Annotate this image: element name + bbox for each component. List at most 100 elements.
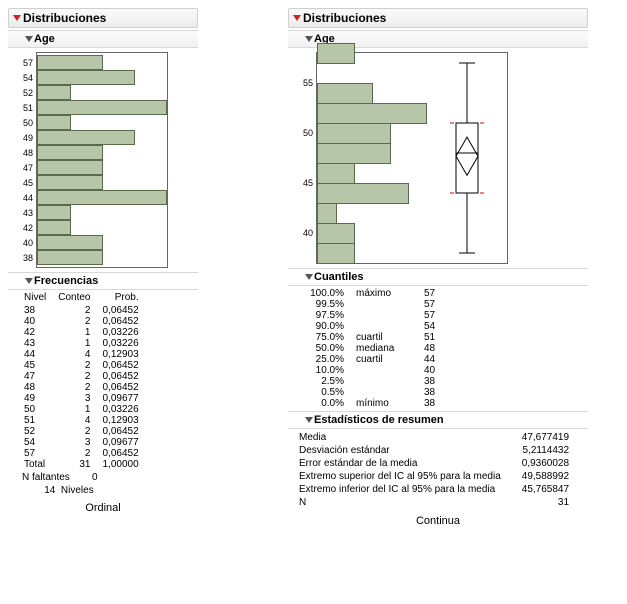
disclosure-icon[interactable]	[25, 278, 33, 284]
table-row: 100.0%máximo57	[298, 288, 443, 299]
hist-bar	[317, 203, 337, 224]
bar	[37, 130, 135, 145]
table-row: 4720,06452	[18, 371, 145, 382]
hist-bar	[317, 163, 355, 184]
ordinal-barchart: 5754525150494847454443424038	[36, 52, 168, 268]
ytick: 42	[19, 223, 33, 233]
summary-title: Estadísticos de resumen	[314, 414, 444, 426]
hist-bar	[317, 223, 355, 244]
table-row: Error estándar de la media0,9360028	[298, 457, 570, 470]
ytick: 48	[19, 148, 33, 158]
ytick: 52	[19, 88, 33, 98]
ytick: 47	[19, 163, 33, 173]
hist-bar	[317, 83, 373, 104]
table-row: Total311,00000	[18, 459, 145, 470]
bar	[37, 250, 103, 265]
summary-header[interactable]: Estadísticos de resumen	[288, 411, 588, 429]
dist-header-right[interactable]: Distribuciones	[288, 8, 588, 28]
ytick: 45	[19, 178, 33, 188]
table-row: 4310,03226	[18, 338, 145, 349]
table-row: 5140,12903	[18, 415, 145, 426]
freq-title: Frecuencias	[34, 275, 98, 287]
ytick: 40	[19, 238, 33, 248]
dist-title: Distribuciones	[23, 11, 106, 25]
hist-bar	[317, 43, 355, 64]
ytick: 49	[19, 133, 33, 143]
bar	[37, 145, 103, 160]
hist-bar	[317, 123, 391, 144]
hist-bar	[317, 103, 427, 124]
var-title: Age	[34, 33, 55, 45]
ytick: 44	[19, 193, 33, 203]
table-row: 5720,06452	[18, 448, 145, 459]
ytick: 50	[299, 128, 313, 138]
hist-bar	[317, 243, 355, 264]
ytick: 50	[19, 118, 33, 128]
dist-header-left[interactable]: Distribuciones	[8, 8, 198, 28]
bar	[37, 205, 71, 220]
table-row: 0.5%38	[298, 387, 443, 398]
bar	[37, 235, 103, 250]
table-row: Media47,677419	[298, 431, 570, 444]
levels-row: 14 Niveles	[22, 485, 184, 496]
disclosure-icon[interactable]	[305, 417, 313, 423]
bar	[37, 85, 71, 100]
caption-ordinal: Ordinal	[8, 502, 198, 514]
quant-title: Cuantiles	[314, 271, 364, 283]
col-header: Nivel	[18, 292, 52, 305]
ytick: 45	[299, 178, 313, 188]
disclosure-icon[interactable]	[305, 36, 313, 42]
ytick: 57	[19, 58, 33, 68]
table-row: 2.5%38	[298, 376, 443, 387]
table-row: 25.0%cuartil44	[298, 354, 443, 365]
var-header-left[interactable]: Age	[8, 30, 198, 48]
table-row: N31	[298, 496, 570, 509]
disclosure-icon[interactable]	[13, 15, 21, 21]
disclosure-icon[interactable]	[305, 274, 313, 280]
hist-bar	[317, 143, 391, 164]
table-row: 4210,03226	[18, 327, 145, 338]
ordinal-panel: Distribuciones Age 575452515049484745444…	[8, 8, 198, 514]
table-row: 0.0%mínimo38	[298, 398, 443, 409]
disclosure-icon[interactable]	[293, 15, 301, 21]
table-row: Desviación estándar5,2114432	[298, 444, 570, 457]
bar	[37, 160, 103, 175]
table-row: 10.0%40	[298, 365, 443, 376]
table-row: 4440,12903	[18, 349, 145, 360]
disclosure-icon[interactable]	[25, 36, 33, 42]
ytick: 51	[19, 103, 33, 113]
table-row: 75.0%cuartil51	[298, 332, 443, 343]
bar	[37, 115, 71, 130]
hist-bar	[317, 183, 409, 204]
table-row: 90.0%54	[298, 321, 443, 332]
bar	[37, 55, 103, 70]
table-row: 50.0%mediana48	[298, 343, 443, 354]
table-row: 97.5%57	[298, 310, 443, 321]
table-row: 4930,09677	[18, 393, 145, 404]
table-row: 4020,06452	[18, 316, 145, 327]
bar	[37, 175, 103, 190]
col-header: Prob.	[96, 292, 144, 305]
bar	[37, 220, 71, 235]
ytick: 38	[19, 253, 33, 263]
freq-header[interactable]: Frecuencias	[8, 272, 198, 290]
summary-table: Media47,677419Desviación estándar5,21144…	[298, 431, 570, 509]
bar	[37, 100, 167, 115]
ytick: 55	[299, 78, 313, 88]
table-row: 4820,06452	[18, 382, 145, 393]
quantiles-table: 100.0%máximo5799.5%5797.5%5790.0%5475.0%…	[298, 288, 443, 409]
table-row: 99.5%57	[298, 299, 443, 310]
continuous-hist-box: 40455055	[316, 52, 508, 264]
ytick: 43	[19, 208, 33, 218]
table-row: 5010,03226	[18, 404, 145, 415]
dist-title: Distribuciones	[303, 11, 386, 25]
col-header: Conteo	[52, 292, 96, 305]
ytick: 54	[19, 73, 33, 83]
bar	[37, 70, 135, 85]
table-row: 5430,09677	[18, 437, 145, 448]
quant-header[interactable]: Cuantiles	[288, 268, 588, 286]
table-row: 5220,06452	[18, 426, 145, 437]
ytick: 40	[299, 228, 313, 238]
caption-continuous: Continua	[288, 515, 588, 527]
missing-row: N faltantes 0	[22, 472, 184, 483]
